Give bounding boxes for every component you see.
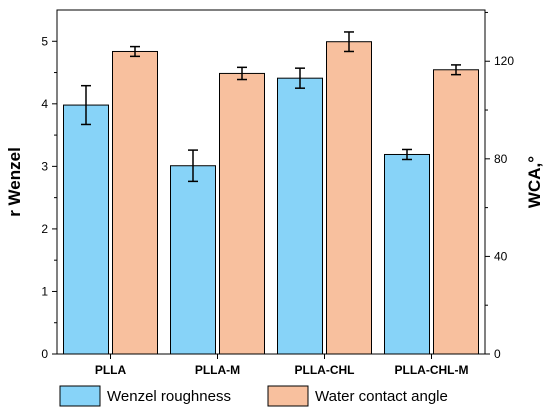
bar-wenzel-roughness — [63, 104, 109, 355]
x-tick-label: PLLA-CHL-M — [395, 363, 469, 377]
legend-swatch-water-contact-angle — [267, 385, 309, 407]
bar-water-contact-angle — [326, 41, 372, 355]
legend-swatch-wenzel-roughness — [59, 385, 101, 407]
bar-water-contact-angle — [112, 50, 158, 355]
bar-water-contact-angle — [219, 72, 265, 355]
x-tick-label: PLLA — [95, 363, 127, 377]
y-tick-label: 2 — [41, 222, 48, 236]
error-bars-layer — [81, 31, 461, 183]
legend-label-wenzel-roughness: Wenzel roughness — [107, 388, 231, 405]
bar-water-contact-angle — [433, 69, 479, 355]
y2-tick-label: 80 — [494, 152, 508, 166]
y-axis-title: r Wenzel — [5, 147, 24, 217]
y-tick-label: 1 — [41, 284, 48, 298]
bar-wenzel-roughness — [384, 153, 430, 355]
bars-layer — [63, 41, 479, 355]
y2-tick-label: 40 — [494, 249, 508, 263]
y-tick-label: 5 — [41, 34, 48, 48]
x-tick-label: PLLA-M — [195, 363, 240, 377]
bar-wenzel-roughness — [277, 77, 323, 355]
y-tick-label: 0 — [41, 347, 48, 361]
plot-frame — [56, 9, 486, 355]
ticks-layer: 0 1 2 3 4 5 0 40 80 120 PLLA PLLA-M PLLA-CHL PLLA-CHL… — [41, 11, 514, 377]
legend-label-water-contact-angle: Water contact angle — [315, 388, 448, 405]
bar-wenzel-roughness — [170, 165, 216, 355]
x-tick-label: PLLA-CHL — [295, 363, 355, 377]
y-tick-label: 3 — [41, 159, 48, 173]
y2-tick-label: 0 — [494, 347, 501, 361]
legend: Wenzel roughness Water contact angle — [59, 385, 448, 407]
y2-axis-title: WCA,° — [525, 156, 544, 208]
y-tick-label: 4 — [41, 97, 48, 111]
y2-tick-label: 120 — [494, 54, 514, 68]
